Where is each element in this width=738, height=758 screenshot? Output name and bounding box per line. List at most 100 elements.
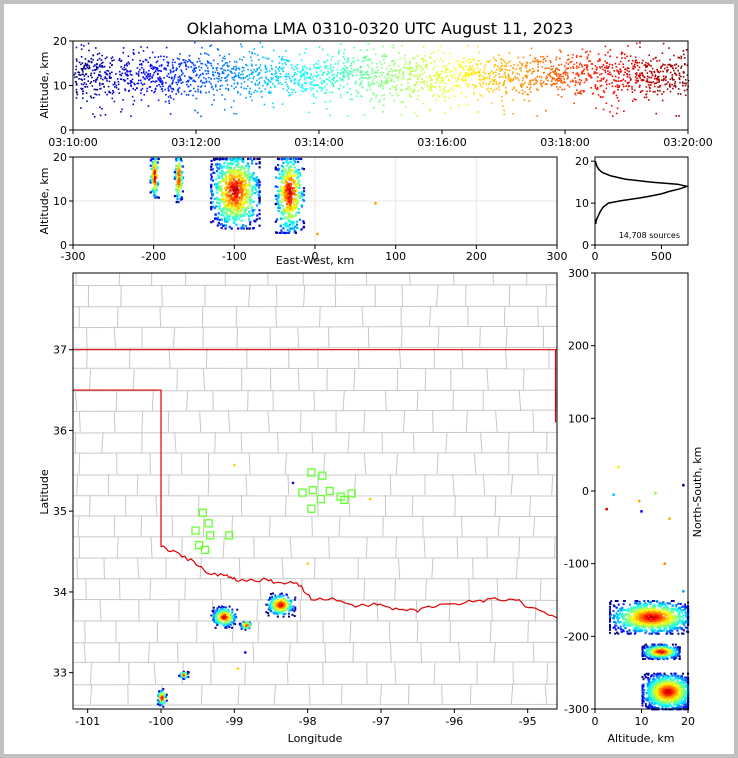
time-height-point bbox=[627, 45, 629, 47]
time-height-point bbox=[199, 80, 202, 83]
east-west-point bbox=[249, 221, 252, 224]
time-height-point bbox=[119, 73, 121, 76]
time-height-point bbox=[439, 81, 441, 83]
east-west-point bbox=[292, 198, 295, 201]
time-height-point bbox=[443, 52, 445, 54]
time-height-point bbox=[650, 71, 653, 73]
east-west-point bbox=[223, 220, 227, 223]
time-height-point bbox=[350, 93, 353, 96]
time-height-point bbox=[601, 65, 603, 68]
time-height-point bbox=[313, 66, 316, 69]
time-height-point bbox=[430, 62, 432, 64]
time-height-point bbox=[639, 77, 641, 79]
time-height-point bbox=[423, 71, 426, 74]
east-west-point bbox=[230, 188, 233, 191]
time-height-point bbox=[645, 61, 647, 64]
time-height-point bbox=[492, 82, 495, 85]
time-height-point bbox=[517, 56, 520, 59]
time-height-point bbox=[103, 86, 105, 88]
time-height-point bbox=[460, 92, 463, 94]
east-west-point bbox=[251, 159, 254, 162]
time-height-point bbox=[130, 115, 132, 117]
time-height-point bbox=[110, 57, 113, 60]
time-height-point bbox=[357, 91, 360, 93]
time-height-point bbox=[240, 77, 242, 80]
time-height-point bbox=[657, 89, 659, 92]
time-height-point bbox=[336, 80, 338, 82]
time-height-point bbox=[296, 67, 299, 70]
east-west-point bbox=[286, 194, 289, 197]
east-west-point bbox=[176, 169, 179, 172]
time-height-point bbox=[79, 74, 81, 76]
time-height-point bbox=[501, 95, 503, 98]
plan-view-point bbox=[289, 607, 292, 610]
east-west-point bbox=[177, 167, 180, 170]
east-west-point bbox=[245, 177, 249, 180]
east-west-point bbox=[275, 176, 278, 179]
time-height-point bbox=[654, 74, 657, 76]
time-height-point bbox=[360, 82, 362, 84]
time-height-point bbox=[306, 71, 308, 74]
plan-view-point bbox=[159, 694, 162, 697]
east-west-point bbox=[152, 157, 155, 161]
time-height-point bbox=[259, 72, 261, 75]
time-height-point bbox=[276, 75, 278, 77]
time-height-point bbox=[436, 79, 439, 82]
time-height-point bbox=[268, 92, 270, 94]
east-west-point bbox=[279, 231, 282, 234]
time-height-point bbox=[512, 99, 515, 101]
time-height-point bbox=[556, 67, 558, 70]
time-height-point bbox=[660, 65, 662, 68]
east-west-point bbox=[240, 181, 243, 184]
time-height-point bbox=[641, 90, 644, 92]
east-west-point bbox=[282, 174, 285, 177]
plan-view-point bbox=[156, 703, 159, 706]
latitude-tick: 33 bbox=[53, 667, 67, 680]
time-height-point bbox=[481, 86, 483, 88]
time-height-point bbox=[658, 78, 660, 81]
time-height-point bbox=[201, 62, 204, 65]
east-west-point bbox=[233, 178, 236, 182]
north-south-point bbox=[609, 610, 611, 613]
east-west-point bbox=[150, 157, 153, 161]
time-height-point bbox=[248, 74, 251, 76]
east-west-point bbox=[244, 170, 247, 173]
time-height-point bbox=[113, 83, 116, 85]
east-west-point bbox=[232, 176, 235, 179]
time-height-point bbox=[225, 87, 227, 90]
time-height-point bbox=[611, 75, 614, 78]
north-south-point bbox=[633, 614, 636, 617]
time-height-point bbox=[579, 81, 582, 84]
time-height-point bbox=[588, 75, 591, 77]
time-height-point bbox=[575, 73, 577, 75]
time-height-point bbox=[629, 55, 632, 57]
time-height-point bbox=[626, 55, 628, 58]
east-west-point bbox=[278, 194, 281, 197]
time-height-point bbox=[529, 69, 531, 71]
time-height-point bbox=[140, 99, 143, 101]
east-west-point bbox=[173, 171, 176, 174]
time-height-point bbox=[192, 69, 194, 72]
time-height-point bbox=[448, 89, 451, 92]
time-height-point bbox=[673, 85, 675, 87]
longitude-label: Longitude bbox=[288, 732, 343, 745]
time-height-point bbox=[391, 85, 394, 88]
time-height-point bbox=[409, 67, 411, 70]
east-west-point bbox=[284, 177, 287, 180]
time-height-point bbox=[256, 79, 258, 82]
east-west-point bbox=[286, 225, 290, 228]
time-height-point bbox=[648, 84, 650, 86]
time-height-point bbox=[171, 90, 173, 93]
time-height-point bbox=[192, 62, 194, 64]
time-height-point bbox=[492, 79, 495, 82]
time-height-point bbox=[260, 69, 262, 72]
time-height-point bbox=[331, 83, 334, 85]
time-height-point bbox=[110, 77, 112, 79]
time-height-point bbox=[426, 84, 429, 86]
time-height-point bbox=[439, 89, 441, 91]
time-height-point bbox=[467, 75, 470, 77]
time-height-point bbox=[266, 82, 268, 84]
plan-view-point bbox=[285, 606, 288, 609]
time-height-point bbox=[393, 70, 396, 72]
time-height-point bbox=[674, 64, 676, 66]
